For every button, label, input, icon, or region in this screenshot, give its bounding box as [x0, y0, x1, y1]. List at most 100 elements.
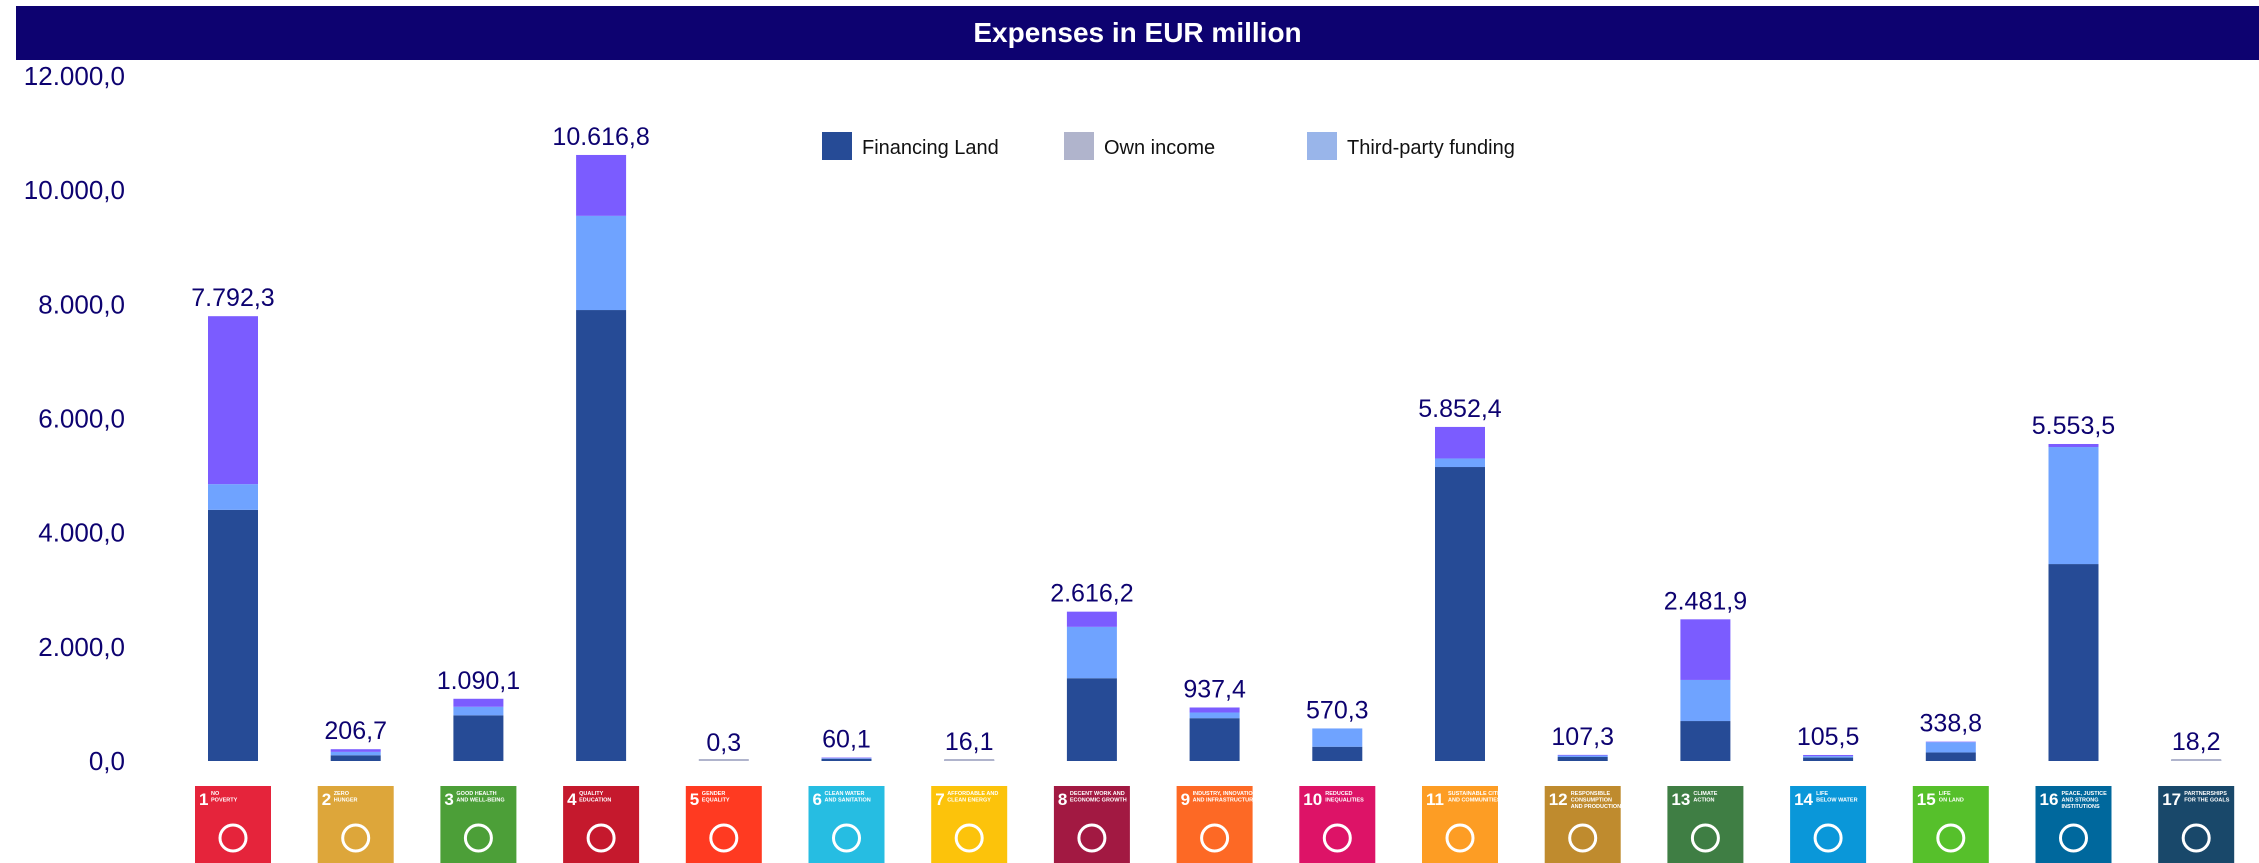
- bar-total-label: 10.616,8: [552, 123, 649, 151]
- bar-total-label: 107,3: [1551, 723, 1614, 751]
- bar-total-label: 2.481,9: [1664, 587, 1747, 615]
- sdg-icon-caption: LIFE: [1816, 791, 1828, 797]
- bar-segment-third-party-funding: [1066, 626, 1117, 679]
- sdg-icon-caption: REDUCED: [1325, 791, 1352, 797]
- bar-segment-own-income: [330, 749, 381, 752]
- sdg-icon-caption: AND INFRASTRUCTURE: [1193, 798, 1257, 804]
- sdg-icon-caption: AND PRODUCTION: [1571, 804, 1621, 810]
- sdg-icon-caption: POVERTY: [211, 798, 238, 804]
- sdg-icon-number: 7: [935, 790, 944, 809]
- sdg-icon-caption: CLEAN ENERGY: [947, 798, 991, 804]
- sdg-icon-caption: AND SANITATION: [825, 798, 871, 804]
- sdg-icon-number: 16: [2040, 790, 2059, 809]
- bar-baseline: [698, 759, 749, 761]
- sdg-icon-caption: EDUCATION: [579, 798, 611, 804]
- legend-item: Own income: [1064, 132, 1215, 160]
- sdg-icon-caption: INSTITUTIONS: [2062, 804, 2101, 810]
- chart-title: Expenses in EUR million: [16, 6, 2259, 60]
- bar-segment-own-income: [576, 154, 627, 216]
- sdg-icon-caption: GENDER: [702, 791, 726, 797]
- sdg-icon-caption: CLEAN WATER: [825, 791, 865, 797]
- bar-total-label: 206,7: [324, 717, 387, 745]
- bar-segment-financing-land: [208, 509, 258, 761]
- sdg-icon-caption: RESPONSIBLE: [1571, 791, 1611, 797]
- sdg-icon-caption: PEACE, JUSTICE: [2062, 791, 2108, 797]
- y-tick-label: 4.000,0: [38, 518, 125, 548]
- bar-segment-financing-land: [576, 310, 627, 761]
- y-tick-label: 8.000,0: [38, 289, 125, 319]
- sdg-icon-number: 17: [2162, 790, 2181, 809]
- sdg-icon-number: 12: [1549, 790, 1568, 809]
- sdg-pictogram-icon: [1077, 823, 1107, 853]
- bar-segment-third-party-funding: [1312, 728, 1363, 747]
- y-tick-label: 2.000,0: [38, 632, 125, 662]
- sdg-icon-number: 13: [1671, 790, 1690, 809]
- bar-segment-financing-land: [2048, 564, 2099, 761]
- sdg-icon-number: 5: [690, 790, 699, 809]
- bar-segment-financing-land: [330, 755, 381, 761]
- bar-segment-own-income: [821, 757, 872, 759]
- sdg-pictogram-icon: [1936, 823, 1966, 853]
- sdg-icon-caption: AND COMMUNITIES: [1448, 798, 1501, 804]
- bars: [208, 154, 2222, 761]
- bar-segment-financing-land: [821, 758, 872, 761]
- sdg-icon-number: 15: [1917, 790, 1936, 809]
- sdg-icon-caption: FOR THE GOALS: [2184, 798, 2230, 804]
- sdg-icon-number: 4: [567, 790, 577, 809]
- y-tick-label: 10.000,0: [24, 175, 125, 205]
- bar-segment-financing-land: [1435, 467, 1485, 761]
- sdg-pictogram-icon: [709, 823, 739, 853]
- sdg-icon-number: 1: [199, 790, 208, 809]
- bar-segment-financing-land: [1312, 746, 1363, 761]
- sdg-pictogram-icon: [2059, 823, 2088, 853]
- sdg-icon-caption: GOOD HEALTH: [456, 791, 496, 797]
- y-tick-label: 6.000,0: [38, 404, 125, 434]
- sdg-icon-number: 6: [813, 790, 822, 809]
- bar-segment-own-income: [1680, 619, 1731, 680]
- sdg-icon-caption: ZERO: [334, 791, 350, 797]
- sdg-icon-caption: LIFE: [1939, 791, 1951, 797]
- legend-label: Third-party funding: [1347, 137, 1515, 159]
- bar-segment-third-party-funding: [330, 751, 381, 756]
- sdg-pictogram-icon: [1322, 823, 1352, 853]
- bar-total-label: 338,8: [1920, 710, 1983, 738]
- bar-segment-own-income: [1435, 426, 1485, 459]
- bar-total-label: 7.792,3: [191, 284, 274, 312]
- sdg-pictogram-icon: [1200, 823, 1230, 853]
- legend-item: Financing Land: [822, 132, 999, 160]
- bar-total-label: 5.553,5: [2032, 412, 2115, 440]
- sdg-icon-caption: QUALITY: [579, 791, 603, 797]
- sdg-icon-caption: HUNGER: [334, 798, 358, 804]
- sdg-icon-caption: NO: [211, 791, 220, 797]
- bar-total-label: 937,4: [1183, 675, 1246, 703]
- legend-swatch: [1064, 132, 1094, 160]
- bar-baseline: [944, 759, 995, 761]
- sdg-icon-caption: ECONOMIC GROWTH: [1070, 798, 1127, 804]
- bar-segment-own-income: [1066, 611, 1117, 627]
- sdg-icon-caption: AND WELL-BEING: [456, 798, 504, 804]
- sdg-icon-caption: BELOW WATER: [1816, 798, 1857, 804]
- sdg-icon-caption: ON LAND: [1939, 798, 1964, 804]
- bar-segment-third-party-funding: [576, 215, 627, 311]
- bar-total-label: 2.616,2: [1050, 580, 1133, 608]
- sdg-pictogram-icon: [1690, 823, 1720, 853]
- legend-item: Third-party funding: [1307, 132, 1515, 160]
- legend-swatch: [822, 132, 852, 160]
- sdg-icon-caption: AFFORDABLE AND: [947, 791, 998, 797]
- sdg-icon-caption: SUSTAINABLE CITIES: [1448, 791, 1506, 797]
- bar-baseline: [2171, 759, 2222, 761]
- bar-segment-third-party-funding: [1680, 679, 1731, 722]
